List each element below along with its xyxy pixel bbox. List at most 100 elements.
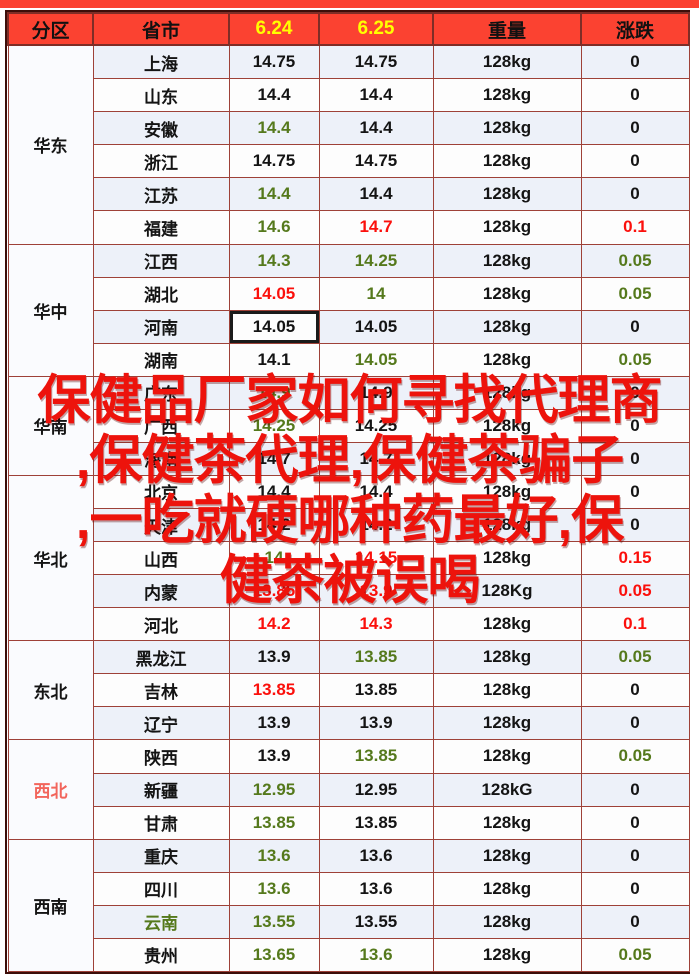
price-625-cell: 14.75 xyxy=(318,44,434,80)
price-625-cell: 14.2 xyxy=(318,507,434,543)
price-625-cell: 13.6 xyxy=(318,937,434,973)
table-row: 湖南 14.1 14.05 128kg 0.05 xyxy=(8,342,690,377)
table-row: 山西 14 14.15 128kg 0.15 xyxy=(8,541,690,576)
price-624-cell: 14.05 xyxy=(228,276,320,311)
price-625-cell: 14.4 xyxy=(318,111,434,146)
province-cell: 广东 xyxy=(92,375,230,410)
table-row: 新疆 12.95 12.95 128kG 0 xyxy=(8,772,690,807)
weight-cell: 128kg xyxy=(432,673,582,708)
price-624-cell: 14.1 xyxy=(228,342,320,377)
province-cell: 福建 xyxy=(92,210,230,245)
province-cell: 浙江 xyxy=(92,144,230,179)
price-624-cell: 14.7 xyxy=(228,441,320,476)
province-cell: 山西 xyxy=(92,541,230,576)
price-625-cell: 13.55 xyxy=(318,904,434,939)
header-region: 分区 xyxy=(7,12,94,46)
province-cell: 内蒙 xyxy=(92,574,230,609)
province-cell: 安徽 xyxy=(92,111,230,146)
header-date-625: 6.25 xyxy=(318,12,434,46)
province-cell: 广西 xyxy=(92,408,230,443)
change-cell: 0.05 xyxy=(580,739,690,774)
price-624-cell: 13.9 xyxy=(228,640,320,675)
province-cell: 湖南 xyxy=(92,342,230,377)
province-cell: 山东 xyxy=(92,78,230,113)
weight-cell: 128kg xyxy=(432,243,582,278)
table-row: 河南 14.05 14.05 128kg 0 xyxy=(8,309,690,344)
table-row: 四川 13.6 13.6 128kg 0 xyxy=(8,871,690,906)
change-cell: 0 xyxy=(580,706,690,741)
weight-cell: 128kg xyxy=(432,739,582,774)
change-cell: 0 xyxy=(580,78,690,113)
weight-cell: 128kg xyxy=(432,408,582,443)
province-cell: 黑龙江 xyxy=(92,640,230,675)
weight-cell: 128kg xyxy=(432,838,582,873)
province-cell: 辽宁 xyxy=(92,706,230,741)
change-cell: 0 xyxy=(580,838,690,873)
weight-cell: 128kg xyxy=(432,640,582,675)
table-row: 吉林 13.85 13.85 128kg 0 xyxy=(8,673,690,708)
price-624-cell: 14.4 xyxy=(228,474,320,510)
province-cell: 河北 xyxy=(92,607,230,642)
price-625-cell: 12.95 xyxy=(318,772,434,807)
price-625-cell: 14.4 xyxy=(318,177,434,212)
pig-price-table: 分区 省市 6.24 6.25 重量 涨跌 华东 上海 14.75 14.75 128k… xyxy=(7,12,690,973)
weight-cell: 128kg xyxy=(432,111,582,146)
change-cell: 0 xyxy=(580,408,690,443)
header-weight: 重量 xyxy=(432,12,582,46)
price-625-cell: 14.3 xyxy=(318,607,434,642)
change-cell: 0.05 xyxy=(580,243,690,278)
province-cell: 四川 xyxy=(92,871,230,906)
price-624-cell: 14.4 xyxy=(228,111,320,146)
province-cell: 天津 xyxy=(92,507,230,543)
change-cell: 0 xyxy=(580,507,690,543)
price-624-cell: 13.85 xyxy=(228,805,320,840)
table-row: 华南 广东 14.9 14.9 128kg 0 xyxy=(7,375,690,476)
weight-cell: 128kg xyxy=(432,441,582,476)
price-624-cell: 13.65 xyxy=(228,937,320,973)
province-cell: 甘肃 xyxy=(92,805,230,840)
weight-cell: 128kg xyxy=(432,904,582,939)
region-cell: 华东 xyxy=(7,44,94,245)
price-table-container: 分区 省市 6.24 6.25 重量 涨跌 华东 上海 14.75 14.75 128k… xyxy=(5,10,690,974)
weight-cell: 128kg xyxy=(432,78,582,113)
weight-cell: 128kg xyxy=(432,44,582,80)
price-624-cell: 14.75 xyxy=(228,144,320,179)
price-624-cell: 13.55 xyxy=(228,904,320,939)
table-row: 江苏 14.4 14.4 128kg 0 xyxy=(8,177,690,212)
price-624-cell: 13.85 xyxy=(228,673,320,708)
province-cell: 湖北 xyxy=(92,276,230,311)
province-cell: 江西 xyxy=(92,243,230,278)
weight-cell: 128kg xyxy=(432,177,582,212)
province-cell: 吉林 xyxy=(92,673,230,708)
change-cell: 0 xyxy=(580,44,690,80)
weight-cell: 128kg xyxy=(432,309,582,344)
province-cell: 陕西 xyxy=(92,739,230,774)
table-row: 福建 14.6 14.7 128kg 0.1 xyxy=(8,210,690,245)
table-row: 广西 14.25 14.25 128kg 0 xyxy=(8,408,690,443)
weight-cell: 128kg xyxy=(432,375,582,410)
change-cell: 0 xyxy=(580,441,690,476)
region-cell: 西南 xyxy=(7,838,94,973)
province-cell: 河南 xyxy=(92,309,230,344)
price-624-cell: 13.6 xyxy=(228,871,320,906)
weight-cell: 128kg xyxy=(432,805,582,840)
province-cell: 海南 xyxy=(92,441,230,476)
price-625-cell: 14.25 xyxy=(318,408,434,443)
price-624-cell: 14.2 xyxy=(228,607,320,642)
table-row: 西北 陕西 13.9 13.85 128kg 0.05 xyxy=(7,739,690,840)
price-624-cell: 14.3 xyxy=(228,243,320,278)
table-body: 华东 上海 14.75 14.75 128kg 0 山东 14.4 14.4 128kg 0 安徽 14… xyxy=(7,44,690,973)
price-624-cell: 14.05 xyxy=(228,309,320,344)
price-625-cell: 14.4 xyxy=(318,78,434,113)
change-cell: 0 xyxy=(580,673,690,708)
province-cell: 新疆 xyxy=(92,772,230,807)
price-624-cell: 13.9 xyxy=(228,706,320,741)
province-cell: 贵州 xyxy=(92,937,230,973)
table-row: 河北 14.2 14.3 128kg 0.1 xyxy=(8,607,690,642)
weight-cell: 128kg xyxy=(432,507,582,543)
province-cell: 上海 xyxy=(92,44,230,80)
weight-cell: 128kg xyxy=(432,937,582,973)
province-cell: 江苏 xyxy=(92,177,230,212)
change-cell: 0 xyxy=(580,805,690,840)
province-cell: 重庆 xyxy=(92,838,230,873)
